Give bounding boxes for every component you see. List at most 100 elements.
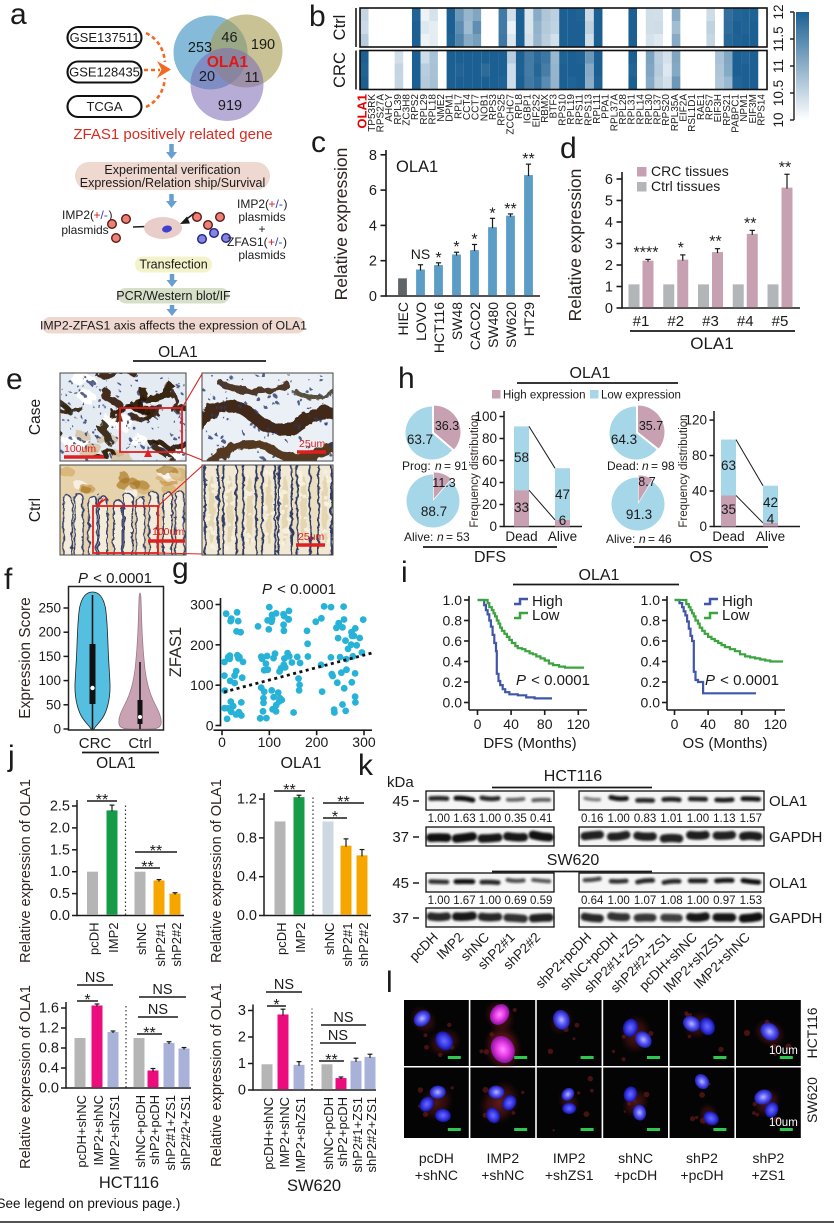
svg-text:200: 200 [190,637,214,653]
svg-text:190: 190 [251,37,275,53]
svg-text:100um: 100um [152,526,184,538]
svg-text:1.00: 1.00 [687,813,709,825]
svg-text:1.07: 1.07 [634,895,656,907]
svg-text:OLA1: OLA1 [354,94,369,129]
svg-text:64.3: 64.3 [611,432,637,447]
svg-text:EIF2S2: EIF2S2 [531,94,542,128]
svg-text:RPL19: RPL19 [566,94,577,125]
svg-text:88.7: 88.7 [421,504,447,519]
svg-text:80: 80 [692,448,707,463]
svg-text:0.8: 0.8 [641,613,661,629]
svg-text:1.67: 1.67 [453,895,475,907]
svg-text:0.16: 0.16 [581,813,603,825]
svg-text:NS: NS [328,1028,348,1044]
svg-text:GSE128435: GSE128435 [69,65,140,80]
svg-text:#3: #3 [702,313,719,330]
svg-text:Alive: Alive [756,529,785,544]
svg-text:RPL35A: RPL35A [670,94,681,132]
svg-text:250: 250 [38,601,61,616]
svg-text:EIF3H: EIF3H [713,94,724,122]
svg-text:ZFAS1 positively related gene: ZFAS1 positively related gene [73,126,272,143]
svg-text:10: 10 [771,112,786,127]
svg-text:25um: 25um [299,438,326,450]
svg-text:91.3: 91.3 [626,507,652,522]
svg-text:NME2: NME2 [436,94,447,122]
svg-text:+: + [258,222,265,236]
svg-text:shNC: shNC [618,1150,653,1166]
svg-text:12: 12 [771,4,786,19]
svg-text:100: 100 [258,734,282,750]
svg-text:RBMX: RBMX [540,94,551,123]
svg-text:shP2+pcDH: shP2+pcDH [335,1097,350,1167]
svg-text:CRC: CRC [79,735,112,752]
svg-text:150: 150 [38,649,61,664]
svg-text:OLA1: OLA1 [158,344,198,361]
svg-text:10um: 10um [769,1117,798,1129]
svg-text:Low: Low [722,607,750,624]
svg-text:= 91: = 91 [444,459,468,473]
svg-text:shNC: shNC [322,923,337,956]
svg-text:47: 47 [555,487,570,502]
svg-text:*: * [471,231,477,248]
svg-text:pcDH: pcDH [274,923,289,956]
svg-text:g: g [172,552,189,585]
svg-text:P: P [78,570,88,587]
svg-text:0.5: 0.5 [50,886,70,902]
svg-text:OLA1: OLA1 [281,755,322,772]
svg-text:0.35: 0.35 [504,813,526,825]
svg-text:0.4: 0.4 [39,1061,59,1077]
svg-text:*: * [453,239,459,256]
svg-text:Frequency distribution: Frequency distribution [678,414,690,527]
svg-text:RPL14: RPL14 [635,94,646,125]
svg-text:45: 45 [392,793,409,810]
svg-text:0.83: 0.83 [634,813,656,825]
svg-text:n: n [437,530,444,544]
svg-text:200: 200 [305,734,329,750]
svg-text:plasmids: plasmids [238,248,285,262]
svg-text:40: 40 [692,484,707,499]
svg-text:NS: NS [411,246,430,262]
svg-text:Frequency distribution: Frequency distribution [469,414,481,527]
svg-text:High: High [722,593,753,610]
svg-text:): ) [283,235,287,249]
svg-text:SW48: SW48 [449,302,465,340]
svg-text:35: 35 [721,502,736,517]
svg-text:NS: NS [148,1002,168,1018]
svg-text:4: 4 [369,218,377,234]
svg-text:plasmids: plasmids [61,223,108,237]
svg-text:HCT116: HCT116 [99,1174,159,1192]
svg-text:50: 50 [46,697,61,712]
svg-text:CCT4: CCT4 [462,94,473,121]
svg-text:25um: 25um [298,531,325,543]
svg-text:35.7: 35.7 [639,419,663,433]
svg-text:20: 20 [199,69,215,85]
svg-text:k: k [358,749,374,782]
svg-text:High: High [532,593,563,610]
svg-text:Relative expression of OLA1: Relative expression of OLA1 [18,779,34,963]
svg-text:= 46: = 46 [648,532,672,546]
svg-text:shP2#2: shP2#2 [356,923,371,967]
svg-text:P: P [262,581,272,598]
svg-text:RPL11: RPL11 [592,94,603,124]
svg-text:8: 8 [369,148,377,164]
svg-text:0: 0 [474,716,482,732]
svg-text:OLA1: OLA1 [207,54,249,71]
svg-text:3: 3 [605,237,613,253]
svg-text:< 0.0001: < 0.0001 [273,581,336,598]
svg-text:120: 120 [567,716,591,732]
svg-text:1.0: 1.0 [50,864,70,880]
svg-text:10.5: 10.5 [771,80,786,106]
svg-text:Ctrl: Ctrl [331,15,349,41]
svg-text:= 98: = 98 [651,459,675,473]
svg-text:OLA1: OLA1 [396,158,438,176]
svg-text:GAPDH: GAPDH [769,829,822,846]
svg-text:**: ** [504,201,516,218]
svg-text:RPS10: RPS10 [557,94,568,126]
svg-text:11: 11 [244,70,259,86]
svg-text:**: ** [96,792,108,809]
svg-text:Low: Low [532,607,560,624]
svg-text:40: 40 [482,475,497,490]
svg-text:*: * [678,240,684,257]
svg-text:j: j [7,740,15,773]
svg-text:#1: #1 [633,313,650,330]
